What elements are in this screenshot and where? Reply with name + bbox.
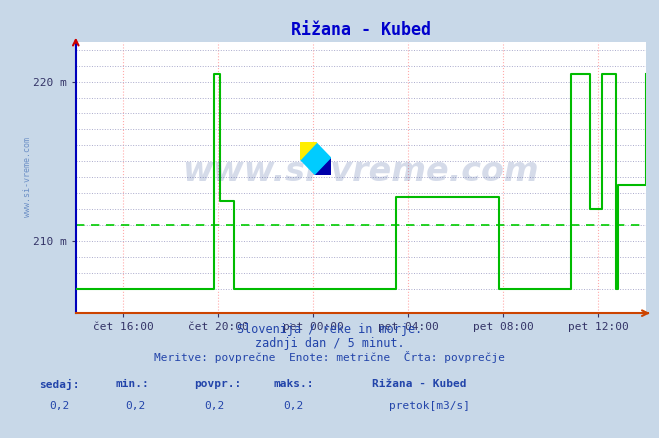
Text: 0,2: 0,2 — [283, 401, 304, 411]
Text: Rižana - Kubed: Rižana - Kubed — [372, 379, 467, 389]
Polygon shape — [300, 142, 316, 159]
Text: 0,2: 0,2 — [204, 401, 225, 411]
Text: pretok[m3/s]: pretok[m3/s] — [389, 401, 470, 411]
Text: www.si-vreme.com: www.si-vreme.com — [183, 155, 539, 188]
Title: Rižana - Kubed: Rižana - Kubed — [291, 21, 431, 39]
Polygon shape — [316, 159, 331, 175]
Text: sedaj:: sedaj: — [40, 379, 80, 390]
Text: 0,2: 0,2 — [49, 401, 70, 411]
Text: www.si-vreme.com: www.si-vreme.com — [23, 138, 32, 217]
Text: 0,2: 0,2 — [125, 401, 146, 411]
Polygon shape — [300, 142, 331, 175]
Text: povpr.:: povpr.: — [194, 379, 242, 389]
Text: maks.:: maks.: — [273, 379, 314, 389]
Text: Meritve: povprečne  Enote: metrične  Črta: povprečje: Meritve: povprečne Enote: metrične Črta:… — [154, 351, 505, 363]
Text: zadnji dan / 5 minut.: zadnji dan / 5 minut. — [254, 337, 405, 350]
Text: Slovenija / reke in morje.: Slovenija / reke in morje. — [237, 323, 422, 336]
Text: min.:: min.: — [115, 379, 149, 389]
